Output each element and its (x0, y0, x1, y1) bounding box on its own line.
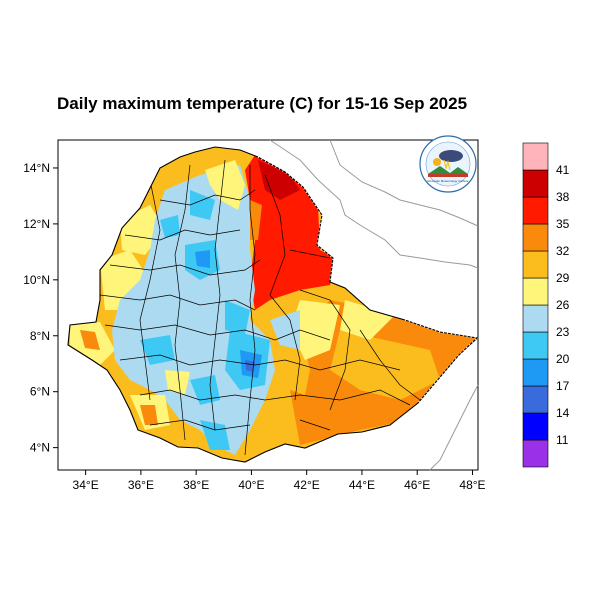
legend-label: 41 (556, 163, 570, 177)
legend-swatch (522, 196, 549, 225)
neighbour-borders (269, 139, 479, 471)
y-axis: 14°N 12°N 10°N 8°N 6°N 4°N (23, 161, 58, 455)
legend-swatch (522, 304, 549, 333)
legend-label: 20 (556, 352, 570, 366)
legend-label: 32 (556, 244, 570, 258)
x-tick-label: 36°E (128, 478, 154, 492)
legend-label: 14 (556, 406, 570, 420)
legend-label: 29 (556, 271, 570, 285)
legend-swatch (522, 385, 549, 414)
x-tick-label: 42°E (294, 478, 320, 492)
legend-swatch (522, 358, 549, 387)
y-tick-label: 4°N (30, 441, 50, 455)
legend-swatch (522, 439, 549, 468)
x-tick-label: 48°E (459, 478, 485, 492)
legend-label: 26 (556, 298, 570, 312)
y-tick-label: 12°N (23, 217, 50, 231)
x-tick-label: 46°E (404, 478, 430, 492)
x-tick-label: 38°E (183, 478, 209, 492)
legend-swatch (522, 223, 549, 252)
admin-boundaries (99, 159, 421, 456)
border-dots (257, 156, 479, 404)
legend-swatch (522, 412, 549, 441)
svg-text:Ethiopian Meteorology Institut: Ethiopian Meteorology Institute (427, 179, 469, 183)
x-axis: 34°E 36°E 38°E 40°E 42°E 44°E 46°E 48°E (73, 470, 486, 492)
legend-swatch (522, 331, 549, 360)
x-tick-label: 44°E (349, 478, 375, 492)
legend-swatch (522, 277, 549, 306)
color-legend: 11 14 17 20 23 26 29 32 35 38 41 (522, 142, 570, 468)
legend-label: 35 (556, 217, 570, 231)
legend-label: 11 (556, 433, 569, 447)
y-tick-label: 8°N (30, 329, 50, 343)
y-tick-label: 14°N (23, 161, 50, 175)
legend-swatch (522, 169, 549, 198)
legend-swatch (522, 250, 549, 279)
x-tick-label: 34°E (73, 478, 99, 492)
y-tick-label: 6°N (30, 385, 50, 399)
meteorology-agency-logo: Ethiopian Meteorology Institute (419, 135, 477, 193)
legend-label: 23 (556, 325, 570, 339)
legend-label: 17 (556, 379, 570, 393)
legend-swatch (522, 142, 549, 171)
legend-label: 38 (556, 190, 570, 204)
x-tick-label: 40°E (238, 478, 264, 492)
y-tick-label: 10°N (23, 273, 50, 287)
